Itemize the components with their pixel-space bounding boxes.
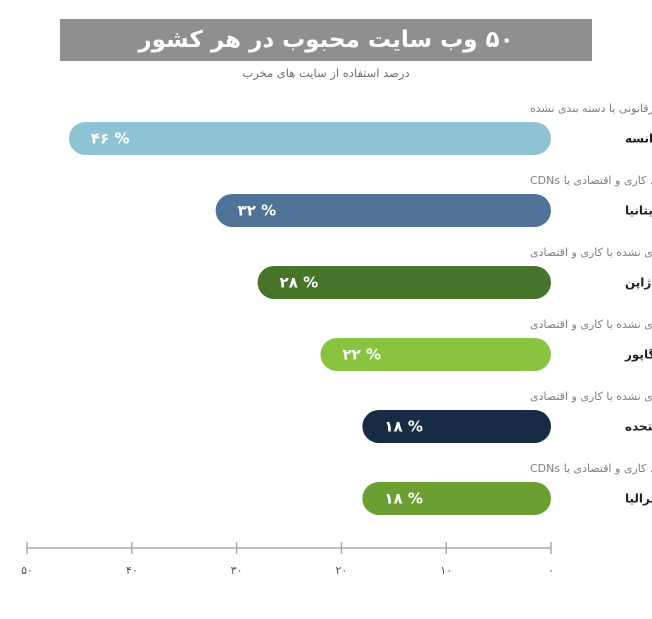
category-label: ایالات متحده [625,420,652,434]
chart-title-bar: ۵۰ وب سایت محبوب در هر کشور [60,19,592,61]
bar [215,194,551,227]
x-tick-label: ۳۰ [231,564,243,577]
bar-value-label: ۱۸ % [384,490,423,508]
bar [362,410,551,443]
category-label: سنگاپور [624,348,652,363]
bar-value-label: ۳۲ % [238,202,277,220]
category-label: استرالیا [625,492,652,506]
x-tick-label: ۵۰ [21,564,33,577]
chart-subtitle: درصد استفاده از سایت های مخرب [242,66,410,80]
bar [320,338,551,371]
x-tick-label: ۰ [548,564,554,577]
category-label: فرانسه [625,132,652,146]
chart-title: ۵۰ وب سایت محبوب در هر کشور [138,27,514,53]
bar-value-label: ۱۸ % [384,418,423,436]
x-tick-label: ۱۰ [440,564,452,577]
bar [68,122,552,155]
category-label: ژاپن [625,276,651,290]
bar-value-label: ۲۸ % [280,274,319,292]
x-tick-label: ۲۰ [335,564,347,577]
category-label: بریتانیا [625,204,652,218]
bar [257,266,551,299]
x-tick-label: ۴۰ [126,564,138,577]
bar-value-label: ۴۶ % [91,130,130,148]
bar [362,482,551,515]
bar-value-label: ۲۲ % [342,346,381,364]
